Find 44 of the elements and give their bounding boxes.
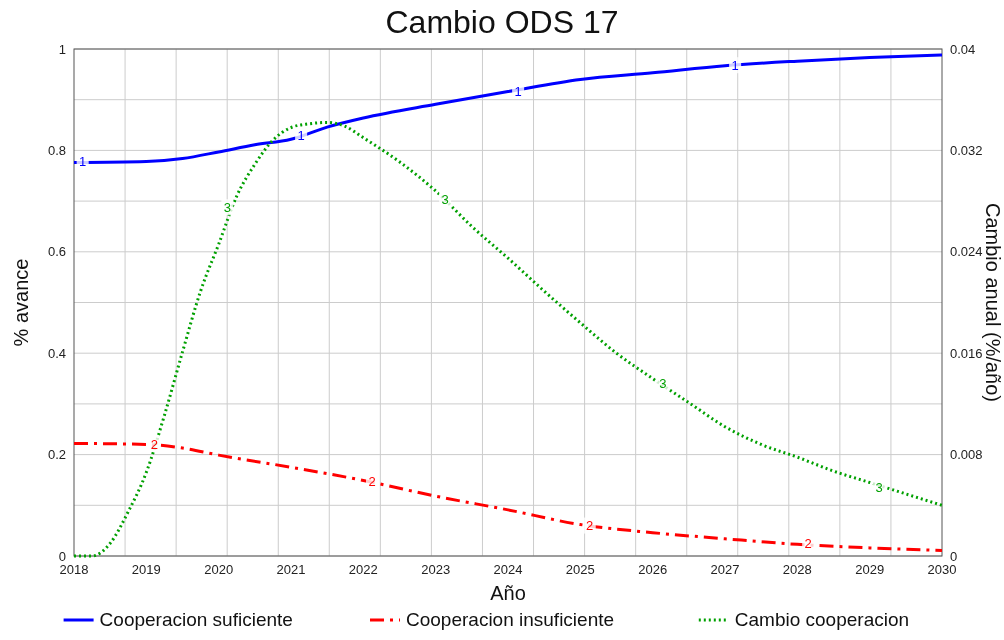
x-tick-label: 2018 (59, 562, 89, 577)
y-tick-label: 0 (58, 548, 66, 564)
y-tick-label: 1 (58, 41, 66, 57)
chart-title: Cambio ODS 17 (385, 4, 619, 40)
x-tick-label: 2022 (348, 562, 378, 577)
x-tick-label: 2021 (276, 562, 306, 577)
y-axis-title: % avance (10, 258, 32, 347)
x-tick-label: 2020 (204, 562, 234, 577)
y2-tick-label: 0.016 (950, 345, 983, 361)
x-tick-label: 2019 (131, 562, 161, 577)
annotation: 2 (586, 518, 594, 534)
legend-label: Cooperacion insuficiente (406, 609, 615, 630)
y-tick-label: 0.2 (47, 447, 66, 463)
y-tick-label: 0.4 (47, 345, 66, 361)
y2-tick-label: 0.024 (950, 244, 983, 260)
x-tick-label: 2023 (421, 562, 451, 577)
x-tick-label: 2029 (855, 562, 885, 577)
x-tick-label: 2027 (710, 562, 740, 577)
x-tick-label: 2030 (927, 562, 957, 577)
legend-label: Cambio cooperacion (734, 609, 910, 630)
annotation: 3 (875, 479, 883, 495)
y2-tick-label: 0 (950, 548, 958, 564)
y2-axis-title: Cambio anual (%/año) (982, 203, 1004, 402)
x-tick-label: 2024 (493, 562, 523, 577)
annotation: 1 (731, 57, 739, 73)
x-tick-label: 2028 (782, 562, 812, 577)
annotation: 3 (441, 191, 449, 207)
x-axis-title: Año (490, 582, 526, 604)
x-tick-label: 2026 (638, 562, 668, 577)
annotation: 1 (514, 83, 522, 99)
y2-tick-label: 0.04 (950, 41, 976, 57)
y-tick-label: 0.8 (47, 142, 66, 158)
y2-tick-label: 0.008 (950, 447, 983, 463)
legend-label: Cooperacion suficiente (99, 609, 293, 630)
y2-tick-label: 0.032 (950, 142, 983, 158)
annotation: 2 (804, 536, 812, 552)
annotation: 1 (79, 154, 87, 170)
annotation: 3 (659, 375, 667, 391)
annotation: 3 (223, 199, 231, 215)
annotation: 2 (368, 473, 376, 489)
x-tick-label: 2025 (565, 562, 595, 577)
y-tick-label: 0.6 (47, 244, 66, 260)
annotation: 1 (297, 127, 305, 143)
annotation: 2 (150, 436, 158, 452)
